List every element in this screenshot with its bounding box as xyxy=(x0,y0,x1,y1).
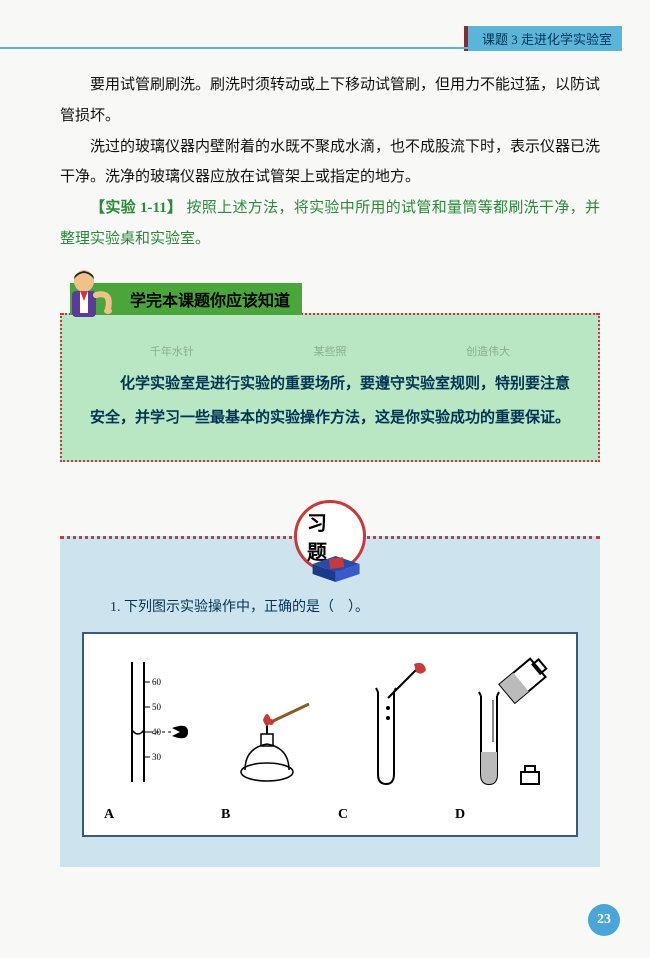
diagram-c: C xyxy=(330,652,447,823)
experiment-label: 【实验 1-11】 xyxy=(90,200,182,216)
teacher-icon xyxy=(54,265,124,325)
tube-dropper-icon xyxy=(344,652,434,792)
summary-content: 化学实验室是进行实验的重要场所，要遵守实验室规则，特别要注意安全，并学习一些最基… xyxy=(90,367,570,436)
diagram-b: B xyxy=(213,652,330,823)
cylinder-icon: 60 50 40 30 xyxy=(110,652,200,792)
diagram-box: 60 50 40 30 A xyxy=(82,632,578,837)
body-text: 要用试管刷刷洗。刷洗时须转动或上下移动试管刷，但用力不能过猛，以防试管损坏。 洗… xyxy=(60,70,600,255)
svg-text:60: 60 xyxy=(152,677,162,687)
paragraph-1: 要用试管刷刷洗。刷洗时须转动或上下移动试管刷，但用力不能过猛，以防试管损坏。 xyxy=(60,70,600,132)
ghost-b: 某些照 xyxy=(313,343,346,359)
label-c: C xyxy=(330,807,447,823)
exercise-section: 习 题 1. 下列图示实验操作中，正确的是（ ）。 60 50 40 xyxy=(60,500,600,867)
paragraph-2: 洗过的玻璃仪器内壁附着的水既不聚成水滴，也不成股流下时，表示仪器已洗干净。洗净的… xyxy=(60,132,600,194)
summary-body: 千年水针 某些照 创造伟大 化学实验室是进行实验的重要场所，要遵守实验室规则，特… xyxy=(60,313,600,462)
label-d: D xyxy=(447,807,564,823)
book-icon xyxy=(308,552,364,588)
exercise-question-1: 1. 下列图示实验操作中，正确的是（ ）。 xyxy=(82,596,578,616)
diagram-d: D xyxy=(447,652,564,823)
svg-text:30: 30 xyxy=(152,752,162,762)
ghost-a: 千年水针 xyxy=(150,343,194,359)
svg-text:50: 50 xyxy=(152,702,162,712)
page-content: 要用试管刷刷洗。刷洗时须转动或上下移动试管刷，但用力不能过猛，以防试管损坏。 洗… xyxy=(0,0,650,867)
ghost-text-row: 千年水针 某些照 创造伟大 xyxy=(90,343,570,359)
diagram-a: 60 50 40 30 A xyxy=(96,652,213,823)
experiment-paragraph: 【实验 1-11】 按照上述方法，将实验中所用的试管和量筒等都刷洗干净，并整理实… xyxy=(60,193,600,255)
tube-pour-icon xyxy=(451,652,561,792)
label-b: B xyxy=(213,807,330,823)
ghost-c: 创造伟大 xyxy=(466,343,510,359)
lamp-icon xyxy=(227,652,317,792)
summary-box: 学完本课题你应该知道 千年水针 某些照 创造伟大 化学实验室是进行实验的重要场所… xyxy=(60,283,600,462)
label-a: A xyxy=(96,807,213,823)
page-number: 23 xyxy=(588,904,620,936)
